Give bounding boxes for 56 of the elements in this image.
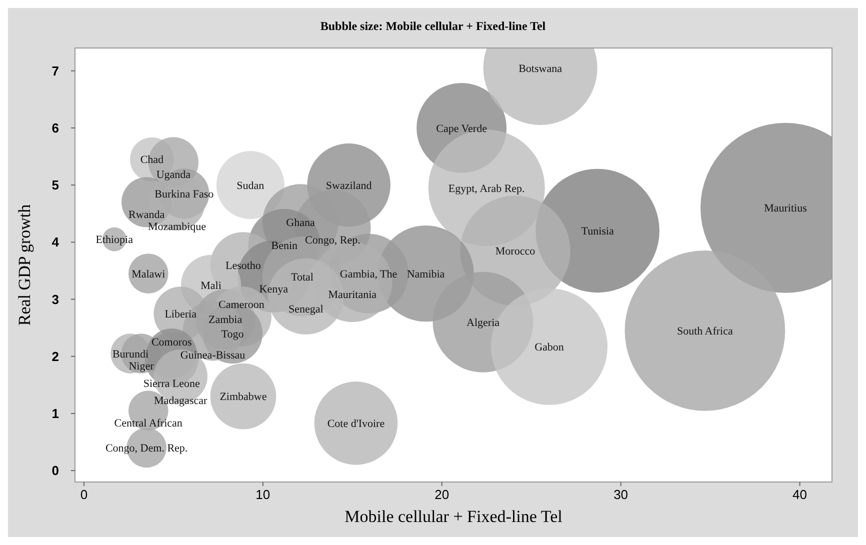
y-axis-title: Real GDP growth	[15, 204, 34, 326]
annotation: Uganda	[156, 169, 191, 182]
annotation: Congo, Rep.	[305, 234, 361, 247]
annotation: Total	[291, 271, 314, 284]
annotation: Chad	[140, 154, 164, 166]
annotation: Namibia	[406, 268, 445, 280]
annotation: Guinea-Bissau	[180, 350, 246, 362]
y-tick-label: 0	[52, 463, 59, 478]
x-tick-label: 40	[792, 487, 808, 502]
annotation: Malawi	[132, 268, 166, 280]
annotation: Liberia	[164, 308, 197, 320]
annotation: Congo, Dem. Rep.	[105, 442, 188, 455]
annotation: Egypt, Arab Rep.	[448, 182, 526, 195]
y-tick-label: 3	[52, 292, 59, 307]
annotation: Cape Verde	[436, 122, 488, 135]
y-tick-label: 1	[52, 406, 59, 422]
annotation: Lesotho	[225, 260, 262, 272]
annotation: Mauritius	[764, 202, 807, 215]
annotation: Morocco	[495, 246, 536, 258]
x-tick-label: 10	[256, 487, 270, 502]
annotation: Kenya	[259, 283, 288, 296]
annotation: Swaziland	[326, 180, 372, 192]
x-tick-label: 0	[80, 487, 88, 502]
annotation: Rwanda	[128, 209, 165, 222]
y-tick-label: 6	[52, 120, 59, 136]
annotation: Madagascar	[154, 395, 208, 408]
y-tick-label: 7	[52, 63, 59, 78]
x-tick-label: 30	[614, 487, 628, 502]
annotation: Ethiopia	[96, 234, 134, 246]
annotation: Niger	[128, 360, 154, 372]
annotation: Mozambique	[148, 221, 206, 234]
annotation: Ghana	[286, 217, 315, 230]
y-tick-label: 4	[52, 234, 60, 250]
x-tick-label: 20	[434, 487, 450, 502]
y-tick-label: 2	[52, 348, 59, 364]
annotation: Mali	[200, 280, 222, 292]
annotation: Mauritania	[328, 288, 377, 301]
x-axis-title: Mobile cellular + Fixed-line Tel	[344, 507, 563, 526]
annotation: Sierra Leone	[143, 378, 200, 390]
annotation: Comoros	[151, 336, 192, 348]
annotation: Zimbabwe	[220, 391, 267, 404]
annotation: Benin	[271, 240, 298, 252]
annotation: Burkina Faso	[154, 188, 214, 200]
annotation: Burundi	[112, 348, 149, 360]
annotation: Senegal	[288, 303, 324, 316]
annotation: Sudan	[236, 180, 265, 192]
annotation: Gabon	[534, 342, 564, 354]
annotation: Central African	[114, 417, 183, 430]
annotation: Gambia, The	[340, 268, 398, 280]
annotation: South Africa	[676, 326, 734, 338]
y-tick-label: 5	[52, 178, 59, 193]
annotation: Algeria	[466, 316, 500, 329]
annotation: Tunisia	[581, 226, 614, 238]
annotation: Cote d'Ivoire	[327, 418, 385, 430]
annotation: Botswana	[518, 62, 562, 75]
chart-title: Bubble size: Mobile cellular + Fixed-line Tel	[320, 19, 546, 33]
